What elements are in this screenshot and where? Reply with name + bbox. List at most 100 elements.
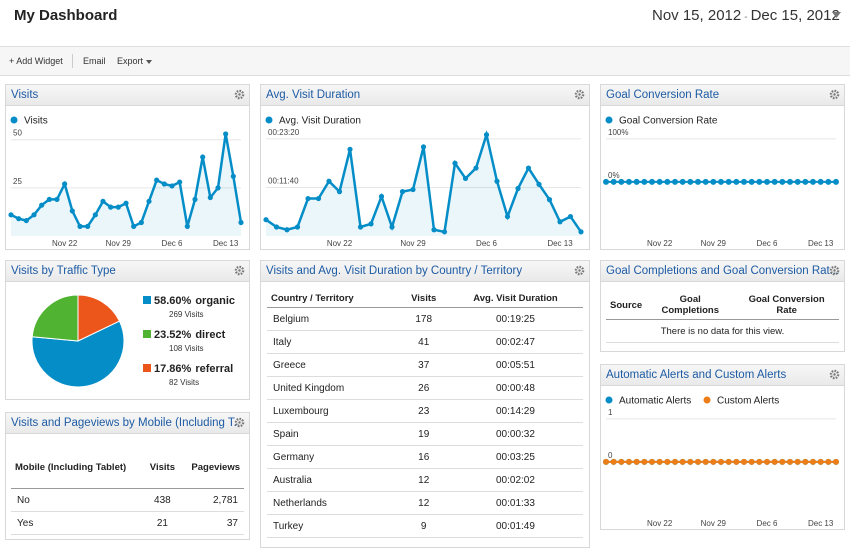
point bbox=[718, 458, 724, 465]
table-cell: 00:00:48 bbox=[447, 376, 583, 400]
x-tick-label: Dec 13 bbox=[547, 239, 573, 248]
point bbox=[679, 458, 686, 465]
table-row: Turkey 9 00:01:49 bbox=[267, 514, 583, 538]
table-cell: Spain bbox=[267, 422, 400, 446]
dropdown-arrow[interactable] bbox=[832, 12, 841, 19]
widget: Visits and Pageviews by Mobile (Includin… bbox=[5, 412, 250, 540]
settings-gear[interactable] bbox=[234, 265, 245, 276]
point bbox=[626, 178, 632, 185]
table-cell: 26 bbox=[399, 376, 448, 400]
legend-percent: 58.60% bbox=[154, 295, 192, 307]
point bbox=[664, 458, 671, 465]
settings-gear[interactable] bbox=[234, 89, 245, 100]
point bbox=[641, 178, 648, 185]
point bbox=[771, 458, 778, 465]
legend-marker bbox=[605, 396, 613, 404]
table-cell: 00:01:33 bbox=[447, 491, 583, 515]
table-row: Greece 37 00:05:51 bbox=[267, 353, 583, 377]
widget-title[interactable]: Visits bbox=[6, 85, 249, 106]
gear-ring bbox=[234, 417, 245, 428]
legend-sublabel: 82 Visits bbox=[169, 378, 199, 387]
column-header: Country / Territory bbox=[267, 289, 400, 308]
point bbox=[473, 165, 479, 171]
point bbox=[452, 160, 458, 166]
line-chart: 00:11:40 00:23:20 Nov 22 Nov 29 Dec 6 Dec 13 A… bbox=[263, 116, 584, 248]
point bbox=[779, 458, 786, 465]
point bbox=[515, 185, 521, 192]
legend-label: Custom Alerts bbox=[717, 396, 779, 407]
point bbox=[695, 178, 701, 185]
settings-gear[interactable] bbox=[829, 89, 840, 100]
legend-sublabel: 108 Visits bbox=[169, 344, 204, 353]
point bbox=[184, 223, 190, 229]
point bbox=[77, 223, 83, 229]
x-tick-label: Nov 22 bbox=[327, 239, 353, 248]
point bbox=[756, 178, 763, 185]
line-chart: 0% 100% Nov 22 Nov 29 Dec 6 Dec 13 Goal Conver… bbox=[603, 116, 839, 248]
export-button[interactable]: Export bbox=[117, 56, 144, 66]
dropdown-arrow[interactable] bbox=[146, 60, 152, 64]
point bbox=[146, 198, 152, 204]
point bbox=[825, 458, 832, 465]
point bbox=[702, 458, 709, 465]
point bbox=[357, 224, 364, 230]
table-cell: Turkey bbox=[267, 514, 400, 538]
legend-marker bbox=[265, 116, 273, 124]
settings-gear[interactable] bbox=[829, 265, 840, 276]
gear-hub bbox=[833, 373, 836, 376]
settings-gear[interactable] bbox=[829, 369, 840, 380]
date-start: Nov 15, 2012 bbox=[652, 7, 742, 24]
table-cell: 00:02:47 bbox=[447, 330, 583, 354]
gear-hub bbox=[238, 93, 241, 96]
point bbox=[710, 458, 717, 465]
widget-title[interactable]: Visits and Avg. Visit Duration by Countr… bbox=[261, 261, 589, 282]
point bbox=[610, 178, 617, 185]
legend-label: Visits bbox=[24, 116, 48, 127]
table-cell: 9 bbox=[399, 514, 448, 538]
point bbox=[399, 189, 406, 195]
date-separator: - bbox=[744, 12, 748, 23]
table-cell: 12 bbox=[399, 491, 448, 515]
table-cell: 00:03:25 bbox=[447, 445, 583, 469]
data-table: Country / Territory Visits Avg. Visit Dura… bbox=[267, 289, 583, 538]
point bbox=[810, 458, 816, 465]
widget-title[interactable]: Automatic Alerts and Custom Alerts bbox=[601, 365, 844, 386]
x-tick-label: Nov 29 bbox=[400, 239, 426, 248]
point bbox=[441, 229, 448, 235]
widget-title[interactable]: Avg. Visit Duration bbox=[261, 85, 589, 106]
legend-category: direct bbox=[195, 329, 225, 341]
point bbox=[557, 219, 563, 225]
gear-hub bbox=[578, 93, 581, 96]
x-tick-label: Nov 22 bbox=[647, 239, 673, 248]
point bbox=[656, 178, 663, 185]
point bbox=[787, 458, 793, 465]
point bbox=[817, 458, 824, 465]
email-button[interactable]: Email bbox=[83, 56, 106, 66]
gear-hub bbox=[833, 269, 836, 272]
widget-title[interactable]: Visits by Traffic Type bbox=[6, 261, 249, 282]
settings-gear[interactable] bbox=[574, 89, 585, 100]
date-range[interactable]: Nov 15, 2012- Dec 15, 2012 bbox=[648, 4, 844, 28]
point bbox=[238, 219, 244, 226]
point bbox=[618, 458, 625, 465]
table-cell: 23 bbox=[399, 399, 448, 423]
point bbox=[16, 216, 22, 222]
widget-title[interactable]: Visits and Pageviews by Mobile (Includin… bbox=[6, 413, 249, 434]
date-end: Dec 15, 2012 bbox=[750, 7, 840, 24]
settings-gear[interactable] bbox=[234, 417, 245, 428]
widget-title[interactable]: Goal Completions and Goal Conversion Rat… bbox=[601, 261, 844, 282]
add-widget-button[interactable]: + Add Widget bbox=[9, 56, 63, 66]
widget-title[interactable]: Goal Conversion Rate bbox=[601, 85, 844, 106]
table-cell: Germany bbox=[267, 445, 400, 469]
legend-swatch bbox=[143, 364, 151, 372]
settings-gear[interactable] bbox=[574, 265, 585, 276]
separator bbox=[72, 54, 73, 68]
widget: Goal Conversion Rate 0% 100% Nov 22 Nov 29 D… bbox=[600, 84, 845, 250]
column-header: Goal Completions bbox=[646, 291, 735, 320]
point bbox=[115, 204, 121, 210]
point bbox=[169, 183, 175, 189]
gear-hub bbox=[833, 93, 836, 96]
legend-swatch bbox=[143, 330, 151, 338]
point bbox=[578, 229, 584, 235]
